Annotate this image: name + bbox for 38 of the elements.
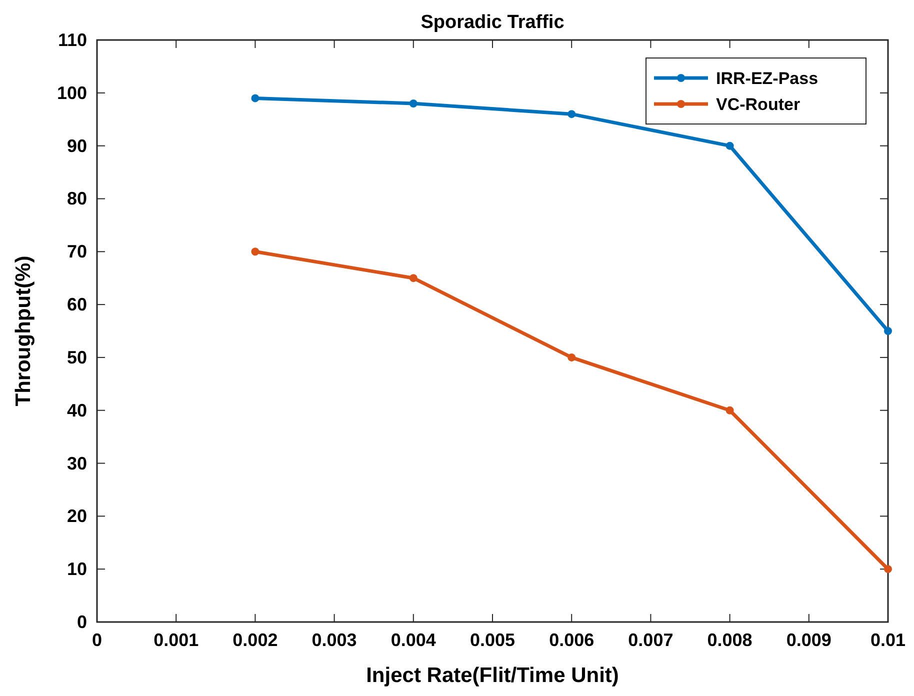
point [568, 110, 576, 118]
x-tick-label: 0.003 [312, 630, 357, 650]
legend-label: VC-Router [716, 95, 800, 114]
x-tick-label: 0 [92, 630, 102, 650]
point [884, 327, 892, 335]
x-tick-label: 0.01 [870, 630, 906, 650]
x-tick-label: 0.004 [390, 630, 436, 650]
x-tick-label: 0.002 [232, 630, 278, 650]
y-tick-label: 20 [66, 506, 87, 526]
x-tick-label: 0.001 [154, 630, 199, 650]
point [884, 565, 892, 574]
y-tick-label: 40 [66, 400, 87, 420]
y-tick-label: 100 [56, 82, 87, 103]
x-tick-label: 0.005 [470, 630, 516, 650]
x-axis-title: Inject Rate(Flit/Time Unit) [366, 664, 619, 687]
y-axis-title: Throughput(%) [12, 256, 35, 406]
y-tick-label: 60 [66, 294, 87, 315]
y-tick-label: 80 [66, 188, 87, 209]
x-tick-label: 0.007 [628, 630, 674, 650]
x-tick-label: 0.009 [786, 630, 832, 650]
point [726, 406, 734, 414]
point [251, 248, 260, 256]
y-tick-label: 90 [66, 136, 87, 156]
y-tick-label: 0 [76, 612, 87, 632]
chart-title: Sporadic Traffic [420, 12, 565, 33]
y-tick-label: 70 [66, 242, 87, 262]
point [568, 353, 576, 362]
y-tick-label: 50 [66, 347, 87, 368]
point [409, 99, 418, 108]
x-tick-label: 0.006 [549, 630, 594, 650]
point [251, 94, 260, 102]
y-tick-label: 110 [58, 30, 87, 50]
point [726, 142, 734, 150]
x-tick-label: 0.008 [707, 630, 752, 650]
legend-label: IRR-EZ-Pass [716, 69, 818, 88]
y-tick-label: 10 [66, 559, 87, 580]
y-tick-label: 30 [66, 453, 87, 474]
point [409, 274, 418, 282]
